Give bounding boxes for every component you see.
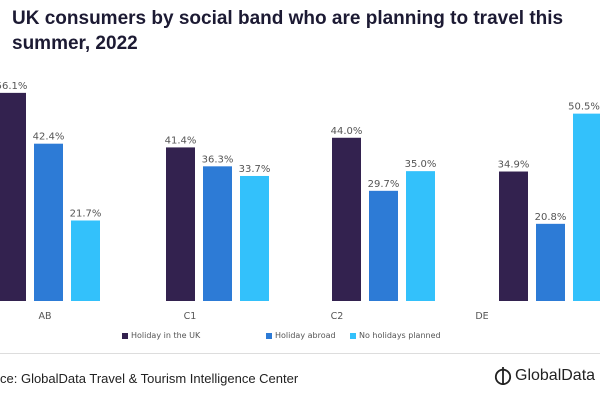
bar-c2-1 [369,190,398,301]
category-label: AB [38,311,51,322]
logo-text: GlobalData [515,367,596,384]
legend-label: Holiday in the UK [131,331,201,340]
data-label: 33.7% [239,164,271,175]
data-label: 42.4% [33,132,65,143]
globaldata-logo: GlobalData [494,366,595,386]
bar-chart: 56.1% 42.4% 21.7% AB 41.4% 36.3% 33.7% C1 44.0% 2… [0,81,600,322]
legend-item-holiday-abroad: Holiday abroad [266,331,336,340]
category-label: C1 [184,311,197,322]
bar-c1-1 [203,166,232,301]
bar-ab-2 [71,220,100,301]
legend-label: No holidays planned [359,331,441,340]
bar-c2-0 [332,137,361,301]
data-label: 50.5% [568,102,600,113]
data-label: 21.7% [70,208,102,219]
data-label: 56.1% [0,81,27,92]
source-note: ce: GlobalData Travel & Tourism Intellig… [0,371,299,386]
chart-title: UK consumers by social band who are plan… [12,8,564,54]
category-label: DE [475,311,488,322]
bar-c1-2 [240,175,269,301]
globaldata-logo-icon [494,367,512,386]
data-label: 35.0% [405,159,437,170]
legend-swatch [266,332,272,339]
data-label: 36.3% [202,154,234,165]
data-label: 20.8% [535,212,567,223]
legend-item-holiday-uk: Holiday in the UK [122,331,200,340]
bar-ab-1 [34,143,63,301]
divider [0,353,600,354]
bar-c1-0 [166,147,195,301]
bar-ab-0 [0,92,26,301]
bar-de-2 [573,113,600,302]
legend-item-no-holidays: No holidays planned [350,331,441,340]
legend-label: Holiday abroad [275,331,336,340]
bar-de-0 [499,171,528,301]
data-label: 29.7% [368,179,400,190]
data-label: 41.4% [165,135,197,146]
legend-swatch [122,332,128,339]
legend-swatch [350,332,356,339]
category-label: C2 [331,311,344,322]
bar-de-1 [536,223,565,301]
bar-c2-2 [406,171,435,301]
data-label: 34.9% [498,160,530,171]
legend: Holiday in the UK Holiday abroad No holi… [0,331,600,345]
data-label: 44.0% [331,126,363,137]
